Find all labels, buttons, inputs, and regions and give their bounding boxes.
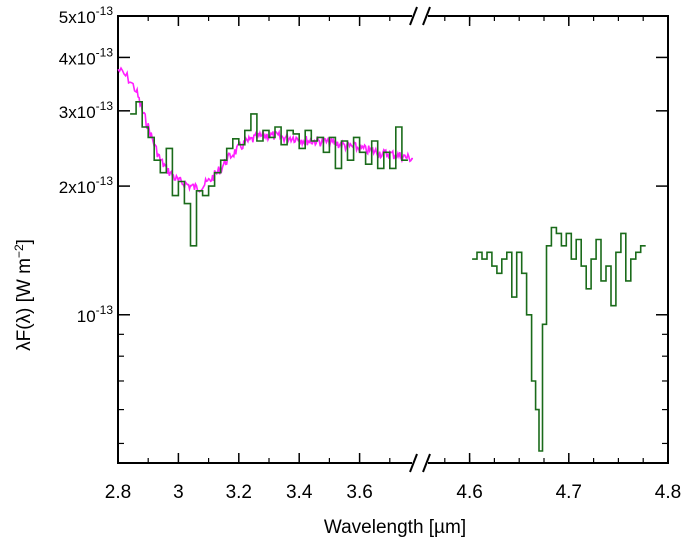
plot-border bbox=[117, 15, 669, 464]
y-axis-label-sup: −2 bbox=[12, 244, 26, 258]
x-tick-label: 2.8 bbox=[105, 482, 131, 503]
x-tick-label: 3.2 bbox=[226, 482, 252, 503]
x-tick-label: 4.6 bbox=[456, 482, 482, 503]
y-axis-label-main: λF(λ) [W m bbox=[14, 258, 35, 351]
axis-break-mark bbox=[409, 453, 418, 473]
x-tick-label: 3.4 bbox=[286, 482, 313, 503]
axis-break-mark bbox=[422, 6, 431, 26]
y-tick-label: 10-13 bbox=[77, 303, 114, 326]
y-tick-label: 4x10-13 bbox=[59, 45, 114, 68]
y-axis-label: λF(λ) [W m−2] bbox=[12, 239, 35, 351]
x-tick-label: 4.7 bbox=[556, 482, 582, 503]
axis-break-mark bbox=[422, 453, 431, 473]
x-tick-label: 3 bbox=[173, 482, 184, 503]
x-tick-label: 4.8 bbox=[655, 482, 681, 503]
series-green-step-panel1 bbox=[130, 101, 408, 247]
axis-break-gap bbox=[412, 457, 428, 469]
axis-layer: 2.8 3 3.2 3.4 3.6 4.6 4.7 4.8 5x10-13 4x10-13 3x10… bbox=[59, 4, 681, 503]
x-tick-label: 3.6 bbox=[346, 482, 372, 503]
axis-break-mark bbox=[409, 6, 418, 26]
series-layer bbox=[117, 66, 646, 452]
x-axis-label: Wavelength [µm] bbox=[324, 517, 466, 538]
y-tick-label: 5x10-13 bbox=[59, 4, 114, 27]
y-tick-label: 3x10-13 bbox=[59, 99, 114, 122]
y-tick-label: 2x10-13 bbox=[59, 174, 114, 197]
axis-break-gap bbox=[412, 10, 428, 22]
y-axis-label-end: ] bbox=[14, 239, 35, 244]
series-green-step-panel2 bbox=[472, 226, 646, 452]
plot-frame bbox=[117, 6, 669, 473]
